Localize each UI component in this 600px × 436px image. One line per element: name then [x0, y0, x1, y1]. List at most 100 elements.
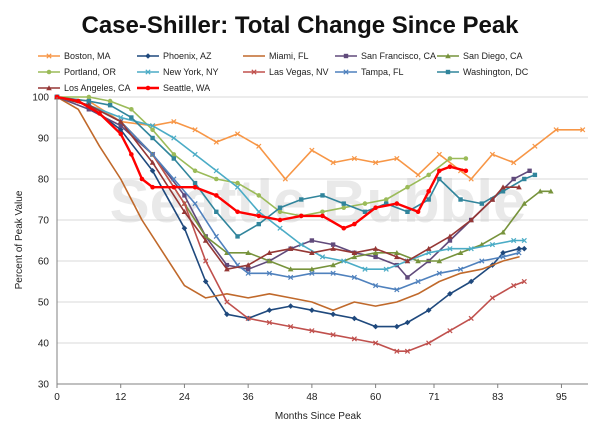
- data-point: [245, 250, 251, 255]
- data-point: [320, 213, 325, 219]
- data-point: [351, 336, 357, 342]
- chart-title: Case-Shiller: Total Change Since Peak: [81, 12, 519, 39]
- series-line: [55, 95, 468, 230]
- data-point: [415, 258, 421, 264]
- legend-item: Portland, OR: [38, 67, 117, 77]
- data-point: [516, 184, 522, 190]
- data-point: [235, 234, 240, 239]
- data-point: [352, 221, 357, 227]
- data-point: [468, 176, 474, 182]
- axes: 30 40 50 60 70 80 90 100 0 12 24 36 48 60 71 83 95: [32, 93, 588, 403]
- data-point: [436, 151, 442, 158]
- legend-item: Miami, FL: [243, 51, 309, 61]
- data-point: [203, 258, 209, 264]
- data-point: [521, 237, 527, 244]
- data-point: [489, 196, 496, 202]
- legend-item: San Francisco, CA: [335, 51, 436, 61]
- data-point: [521, 278, 527, 285]
- data-point: [309, 238, 315, 243]
- data-point: [516, 245, 522, 252]
- x-tick-label: 0: [54, 392, 60, 403]
- data-point: [213, 139, 219, 145]
- legend-item: New York, NY: [137, 67, 219, 77]
- data-point: [468, 217, 474, 223]
- data-point: [511, 176, 516, 182]
- data-point: [468, 315, 474, 322]
- data-point: [192, 127, 198, 133]
- data-point: [251, 69, 257, 75]
- data-point: [149, 151, 156, 158]
- data-point: [287, 245, 294, 251]
- data-point: [362, 201, 368, 206]
- data-point: [373, 205, 378, 210]
- series-line: [56, 96, 526, 353]
- data-point: [415, 209, 421, 215]
- data-point: [447, 164, 453, 169]
- data-point: [437, 168, 442, 174]
- data-point: [425, 245, 432, 251]
- data-point: [394, 287, 400, 293]
- data-point: [394, 254, 400, 260]
- series-las-vegas-nv: [54, 94, 527, 354]
- data-point: [351, 254, 358, 260]
- x-tick-label: 83: [492, 392, 504, 403]
- legend-label: Miami, FL: [269, 51, 309, 61]
- data-point: [117, 127, 124, 133]
- data-point: [298, 241, 304, 248]
- data-point: [479, 258, 485, 264]
- data-point: [129, 115, 134, 120]
- data-point: [426, 250, 432, 256]
- data-point: [145, 53, 151, 59]
- data-point: [214, 176, 219, 182]
- data-point: [341, 225, 347, 231]
- series-line: [56, 96, 520, 312]
- data-point: [511, 159, 517, 166]
- data-point: [86, 98, 92, 104]
- data-point: [118, 123, 123, 128]
- data-point: [463, 156, 469, 161]
- data-point: [288, 274, 294, 281]
- data-point: [213, 233, 219, 240]
- data-point: [330, 245, 336, 251]
- data-point: [384, 201, 389, 206]
- data-point: [202, 278, 209, 285]
- data-point: [372, 245, 379, 251]
- legend-label: Portland, OR: [64, 67, 117, 77]
- data-point: [330, 242, 336, 247]
- data-point: [479, 201, 484, 206]
- data-point: [235, 180, 240, 186]
- data-point: [192, 151, 198, 158]
- legend-item: Las Vegas, NV: [243, 67, 329, 77]
- data-point: [235, 209, 240, 215]
- data-point: [537, 188, 544, 194]
- data-point: [500, 250, 506, 256]
- data-point: [256, 209, 262, 215]
- data-point: [372, 340, 379, 346]
- data-point: [394, 348, 400, 354]
- data-point: [287, 266, 294, 272]
- legend-label: Phoenix, AZ: [163, 51, 212, 61]
- data-point: [415, 278, 421, 285]
- data-point: [234, 131, 241, 137]
- legend-label: San Francisco, CA: [361, 51, 436, 61]
- data-point: [266, 307, 273, 313]
- data-point: [256, 213, 262, 219]
- data-point: [457, 250, 464, 255]
- data-point: [500, 254, 506, 260]
- data-point: [245, 267, 251, 272]
- x-tick-label: 48: [306, 392, 318, 403]
- data-point: [266, 270, 273, 276]
- watermark-text: Seattle Bubble: [110, 168, 527, 235]
- data-point: [394, 250, 400, 255]
- data-point: [182, 193, 187, 198]
- series-washington-dc: [54, 94, 538, 239]
- data-point: [266, 319, 273, 326]
- data-point: [343, 53, 349, 59]
- data-point: [383, 266, 389, 272]
- data-point: [224, 262, 230, 268]
- data-point: [145, 69, 151, 75]
- data-point: [277, 225, 283, 231]
- legend-item: Tampa, FL: [335, 67, 404, 77]
- y-tick-label: 50: [38, 298, 50, 309]
- data-point: [171, 135, 177, 141]
